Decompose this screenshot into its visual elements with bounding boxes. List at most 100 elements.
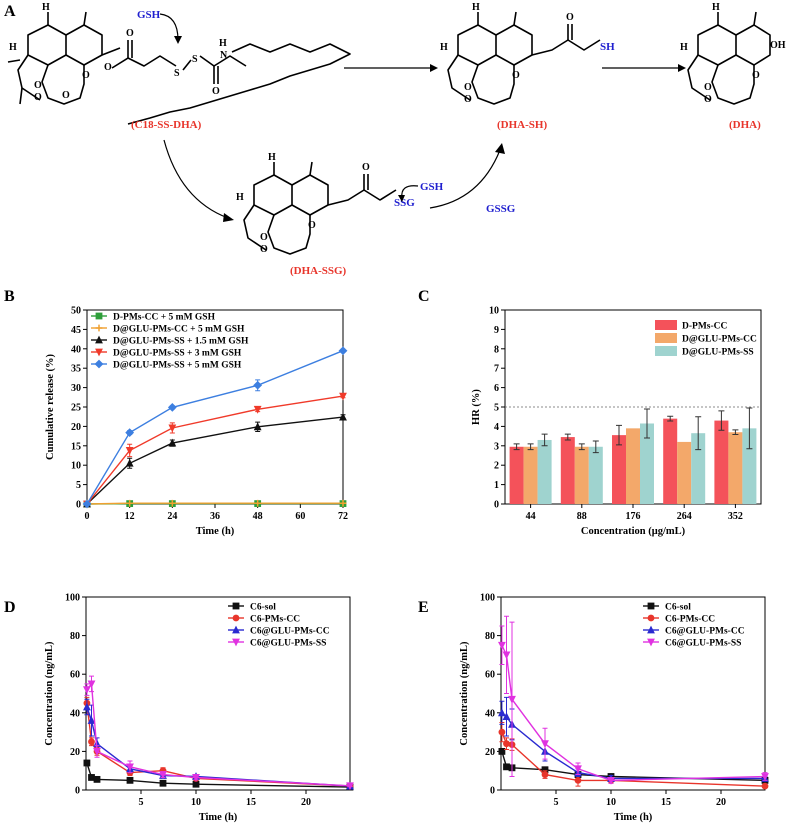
y-tick-label: 1 [494,480,499,491]
data-point [125,447,134,455]
y-tick-label: 5 [494,403,499,414]
y-tick-label: 15 [71,441,81,452]
data-point [502,712,511,721]
y-axis-label: Cumulative release (%) [45,354,56,460]
bar [509,446,524,504]
data-point [541,771,549,778]
bar [560,437,575,504]
error-bar [592,440,599,454]
legend-marker [95,312,103,320]
molecule-dha-ssg: H H O O O O SSG [236,152,415,255]
svg-text:OH: OH [770,40,786,51]
data-point [93,775,101,783]
series-3 [498,615,769,785]
legend-entry: C6@GLU-PMs-SS [665,639,741,649]
error-bar [732,429,739,436]
x-tick-label: 15 [246,797,256,808]
legend-marker [232,614,240,622]
error-bar [667,415,674,422]
error-bar [527,443,534,451]
data-point [498,728,506,736]
bar [677,441,692,504]
bar [714,420,729,504]
y-tick-label: 40 [70,708,80,719]
y-tick-label: 2 [494,461,499,472]
legend-entry: C6@GLU-PMs-CC [250,627,330,637]
svg-text:H: H [268,152,276,163]
bar [691,433,706,504]
error-bar [695,416,702,451]
svg-text:O: O [308,220,316,231]
x-tick-label: 24 [167,511,177,522]
legend-entry: D-PMs-CC [682,322,728,332]
data-point [253,422,262,431]
x-axis-label: Time (h) [199,812,238,823]
y-tick-label: 3 [494,441,499,452]
y-tick-label: 100 [480,593,495,604]
svg-text:SH: SH [600,41,615,53]
data-point [168,499,176,507]
plot-frame [500,596,766,791]
y-tick-label: 35 [71,364,81,375]
y-tick-label: 0 [76,500,81,511]
bar [612,435,626,504]
data-point [346,782,354,791]
y-tick-label: 5 [76,480,81,491]
data-point [93,748,101,756]
error-bar [513,443,520,451]
y-tick-label: 60 [70,670,80,681]
data-point [83,686,91,695]
y-tick-label: 25 [71,403,81,414]
svg-text:H: H [712,2,720,13]
data-point [126,763,134,772]
data-point [167,402,177,412]
data-point [541,766,549,774]
data-point [83,702,91,711]
data-point [83,759,91,767]
data-point [168,424,177,433]
data-point [82,499,92,509]
series-line [501,712,765,780]
x-tick-label: 176 [626,511,641,522]
series-line [86,706,351,787]
y-tick-label: 0 [490,786,495,797]
svg-text:O: O [126,28,134,39]
error-bar [578,443,585,451]
svg-text:N: N [220,50,228,61]
bar [588,446,603,504]
bar [663,418,678,504]
legend-marker [647,625,655,634]
x-tick-label: 15 [661,797,671,808]
data-point [541,740,549,749]
chart-d-plasma-concentration: 0 20 40 60 80 100 Time (h) Concentration (ng/mL… [44,593,354,823]
bar [523,446,538,504]
y-tick-label: 30 [71,383,81,394]
data-point [192,774,200,782]
svg-text:H: H [472,2,480,13]
x-axis-label: Concentration (μg/mL) [581,526,686,537]
y-tick-label: 7 [494,364,499,375]
data-point [498,641,506,650]
data-point [125,428,135,438]
y-tick-label: 45 [71,325,81,336]
y-axis-label: Concentration (ng/mL) [459,641,470,746]
error-bar [746,407,753,450]
data-point [159,771,167,779]
legend-entry: C6-sol [665,603,691,613]
y-tick-label: 10 [489,306,499,317]
svg-text:H: H [219,38,227,49]
y-tick-label: 40 [485,708,495,719]
error-bar [718,410,725,431]
molecule-c18-ss-dha: H H O O O O O O S S O H N [7,2,351,125]
data-point [761,773,769,781]
bar [574,446,589,504]
legend-swatch [655,346,677,356]
svg-text:O: O [704,94,712,105]
y-axis-label: Concentration (ng/mL) [44,641,55,746]
legend-entry: D@GLU-PMs-SS + 1.5 mM GSH [113,337,249,347]
panel-letter-b: B [4,288,15,305]
svg-text:H: H [440,42,448,53]
data-point [503,740,510,748]
legend-marker [647,638,655,647]
